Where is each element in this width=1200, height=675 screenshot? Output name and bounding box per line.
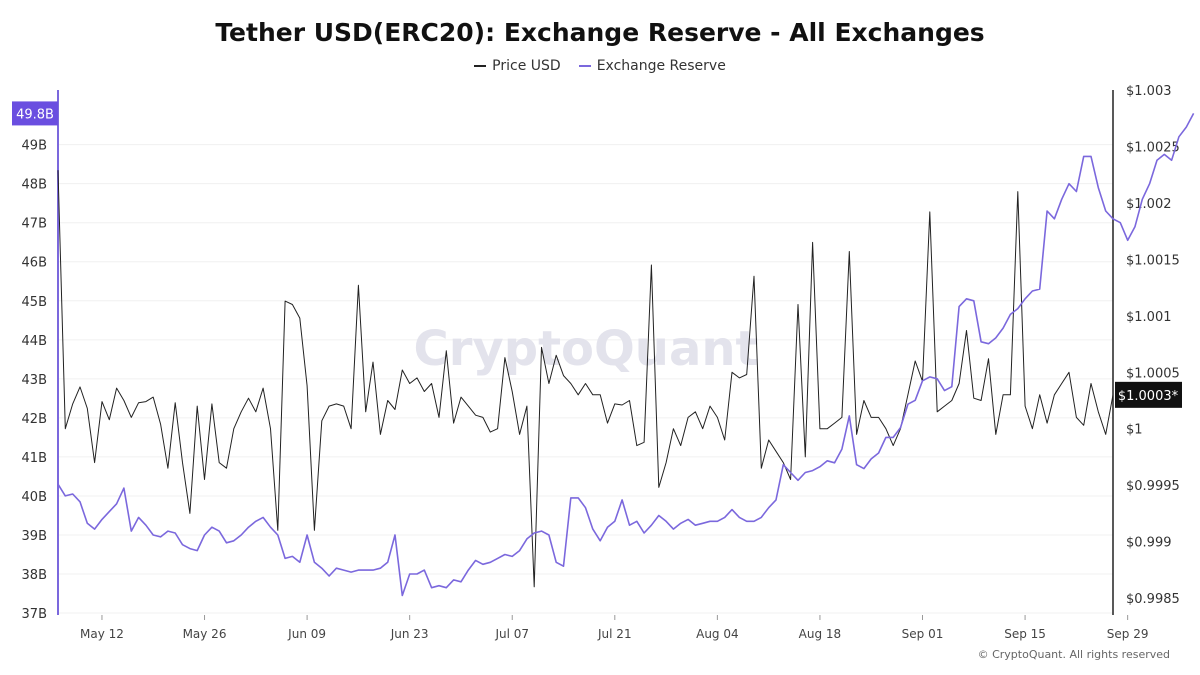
left-tick-label: 39B [22, 529, 47, 544]
left-tick-label: 40B [22, 490, 47, 505]
left-tick-label: 44B [22, 334, 47, 349]
x-tick-label: Jun 09 [287, 627, 326, 641]
left-tick-label: 48B [22, 178, 47, 193]
x-tick-label: Jul 21 [597, 627, 632, 641]
left-tick-label: 46B [22, 256, 47, 271]
left-tick-label: 41B [22, 451, 47, 466]
legend-label-price: Price USD [492, 58, 561, 74]
copyright-footer: © CryptoQuant. All rights reserved [977, 648, 1170, 661]
x-tick-label: May 26 [183, 627, 227, 641]
right-tick-label: $1.0025 [1126, 140, 1180, 155]
right-tick-label: $1.0005 [1126, 366, 1180, 381]
legend-item-reserve[interactable]: Exchange Reserve [578, 58, 726, 74]
left-tick-label: 43B [22, 373, 47, 388]
x-tick-label: Jul 07 [494, 627, 529, 641]
legend-swatch-reserve [578, 65, 591, 67]
left-tick-label: 49B [22, 139, 47, 154]
left-tick-label: 47B [22, 217, 47, 232]
right-current-label: $1.0003* [1118, 389, 1179, 404]
x-tick-label: Sep 01 [902, 627, 944, 641]
left-tick-label: 42B [22, 412, 47, 427]
series-line-price-usd [57, 170, 1114, 588]
right-axis: $0.9985 $0.999 $0.9995 $1 $1.0005 $1.001 $1.00… [1112, 84, 1180, 615]
left-tick-label: 38B [22, 568, 47, 583]
x-tick-label: Jun 23 [390, 627, 429, 641]
left-axis: 37B 38B 39B 40B 41B 42B 43B 44B 45B 46B 47B 48B 49B [22, 90, 59, 622]
series-layer [57, 113, 1195, 597]
axis-highlights: 49.8B $1.0003* [12, 101, 1182, 408]
right-tick-label: $0.999 [1126, 536, 1172, 551]
right-tick-label: $1.003 [1126, 84, 1172, 99]
left-tick-label: 45B [22, 295, 47, 310]
chart-title: Tether USD(ERC20): Exchange Reserve - Al… [215, 18, 985, 47]
x-tick-label: Aug 04 [696, 627, 739, 641]
watermark: CryptoQuant [414, 321, 759, 377]
grid-lines [58, 144, 1113, 614]
legend-label-reserve: Exchange Reserve [596, 58, 726, 74]
chart-legend: Price USD Exchange Reserve [0, 58, 1200, 74]
legend-item-price[interactable]: Price USD [474, 58, 561, 74]
right-tick-label: $0.9985 [1126, 592, 1180, 607]
right-current-badge [1115, 381, 1182, 408]
x-axis: May 12 May 26 Jun 09 Jun 23 Jul 07 Jul 21 Aug … [80, 615, 1149, 641]
x-tick-label: Aug 18 [799, 627, 842, 641]
left-current-label: 49.8B [16, 107, 54, 122]
right-tick-label: $0.9995 [1126, 479, 1180, 494]
x-tick-label: Sep 15 [1004, 627, 1046, 641]
left-tick-label: 37B [22, 607, 47, 622]
right-tick-label: $1.001 [1126, 310, 1172, 325]
right-tick-label: $1 [1126, 423, 1143, 438]
right-tick-label: $1.002 [1126, 197, 1172, 212]
x-tick-label: Sep 29 [1107, 627, 1149, 641]
right-tick-label: $1.0015 [1126, 253, 1180, 268]
left-current-badge [12, 101, 58, 126]
series-line-exchange-reserve [57, 113, 1195, 597]
legend-swatch-price [474, 65, 487, 67]
x-tick-label: May 12 [80, 627, 124, 641]
